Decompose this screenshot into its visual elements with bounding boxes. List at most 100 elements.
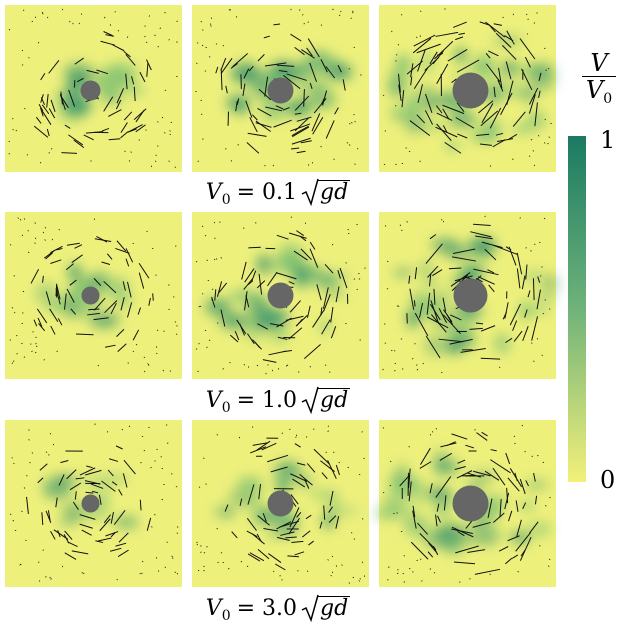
velocity-arrow: [342, 79, 346, 91]
velocity-arrow: [436, 53, 444, 56]
velocity-arrow: [321, 472, 328, 480]
velocity-arrow: [481, 241, 503, 249]
velocity-arrow: [65, 263, 74, 271]
velocity-blob: [468, 132, 497, 142]
velocity-arrow: [40, 94, 44, 103]
velocity-arrow: [409, 288, 415, 310]
velocity-arrow: [93, 277, 102, 286]
label-base: V: [205, 596, 222, 621]
velocity-arrow: [509, 468, 523, 488]
velocity-arrow: [303, 89, 305, 107]
velocity-arrow: [268, 350, 287, 356]
velocity-blob: [34, 282, 58, 304]
velocity-arrow: [304, 479, 310, 489]
velocity-arrow: [262, 513, 267, 522]
velocity-arrow: [117, 549, 129, 558]
velocity-arrow: [480, 325, 496, 332]
velocity-arrow: [287, 555, 299, 558]
velocity-arrow: [308, 540, 314, 546]
velocity-arrow: [410, 63, 414, 78]
velocity-arrow: [108, 109, 122, 117]
velocity-arrow: [485, 53, 491, 59]
velocity-arrow: [296, 116, 312, 122]
velocity-arrow: [481, 431, 488, 437]
velocity-arrow: [306, 305, 311, 318]
velocity-blob: [270, 256, 298, 273]
velocity-arrow: [87, 312, 100, 316]
velocity-arrow: [351, 122, 353, 124]
velocity-arrow: [527, 290, 531, 298]
velocity-arrow: [85, 491, 94, 494]
velocity-arrow: [249, 117, 258, 133]
velocity-arrow: [493, 86, 496, 98]
velocity-arrow: [269, 323, 284, 327]
velocity-arrow: [50, 578, 52, 580]
velocity-blob: [285, 102, 312, 116]
velocity-arrow: [505, 337, 513, 344]
velocity-arrow: [306, 463, 316, 473]
velocity-arrow: [432, 50, 444, 65]
velocity-arrow: [320, 460, 335, 472]
velocity-arrow: [42, 275, 44, 283]
velocity-arrow: [23, 356, 26, 358]
velocity-arrow: [231, 531, 238, 539]
velocity-arrow: [447, 49, 468, 62]
velocity-arrow: [290, 473, 308, 482]
denominator-base: V: [585, 76, 604, 104]
velocity-arrow: [280, 531, 295, 536]
velocity-arrow: [319, 521, 323, 529]
velocity-arrow: [508, 246, 517, 266]
velocity-arrow: [12, 360, 15, 362]
intruder: [267, 282, 294, 309]
denominator-sub: 0: [603, 91, 613, 107]
velocity-arrow: [120, 131, 129, 139]
velocity-arrow: [109, 458, 119, 462]
velocity-arrow: [327, 559, 329, 561]
velocity-arrow: [55, 497, 58, 508]
velocity-arrow: [247, 132, 267, 137]
velocity-arrow: [477, 276, 495, 285]
velocity-blob: [404, 97, 425, 109]
velocity-arrow: [504, 557, 513, 565]
velocity-arrow: [47, 510, 51, 521]
velocity-arrow: [424, 93, 433, 113]
velocity-arrow: [446, 441, 456, 447]
panel: [374, 420, 556, 587]
velocity-arrow: [123, 459, 136, 475]
velocity-arrow: [108, 138, 121, 141]
intruder: [453, 278, 488, 313]
velocity-arrow: [122, 281, 126, 291]
velocity-arrow: [120, 122, 128, 133]
velocity-arrow: [420, 447, 431, 465]
velocity-blob: [126, 85, 145, 96]
velocity-arrow: [64, 552, 77, 560]
velocity-arrow: [413, 67, 429, 90]
velocity-blob: [226, 95, 253, 105]
velocity-arrow: [339, 267, 348, 289]
velocity-arrow: [61, 152, 78, 154]
velocity-arrow: [155, 154, 157, 157]
velocity-arrow: [519, 478, 526, 495]
radical: gd: [301, 178, 351, 208]
velocity-arrow: [201, 44, 204, 47]
velocity-arrow: [135, 343, 138, 346]
velocity-arrow: [322, 90, 328, 106]
velocity-arrow: [290, 147, 300, 150]
panel: [5, 212, 182, 379]
velocity-arrow: [230, 63, 238, 69]
velocity-arrow: [429, 483, 433, 494]
velocity-arrow: [501, 45, 517, 60]
velocity-arrow: [296, 511, 302, 518]
velocity-arrow: [9, 244, 12, 246]
velocity-arrow: [105, 344, 116, 348]
velocity-arrow: [472, 521, 491, 528]
velocity-arrow: [289, 507, 300, 528]
velocity-arrow: [148, 15, 151, 17]
velocity-arrow: [547, 565, 550, 567]
velocity-arrow: [244, 291, 248, 311]
velocity-blob: [527, 521, 552, 538]
velocity-arrow: [330, 326, 337, 339]
velocity-arrow: [476, 432, 488, 441]
velocity-arrow: [497, 79, 504, 92]
velocity-arrow: [126, 281, 132, 298]
